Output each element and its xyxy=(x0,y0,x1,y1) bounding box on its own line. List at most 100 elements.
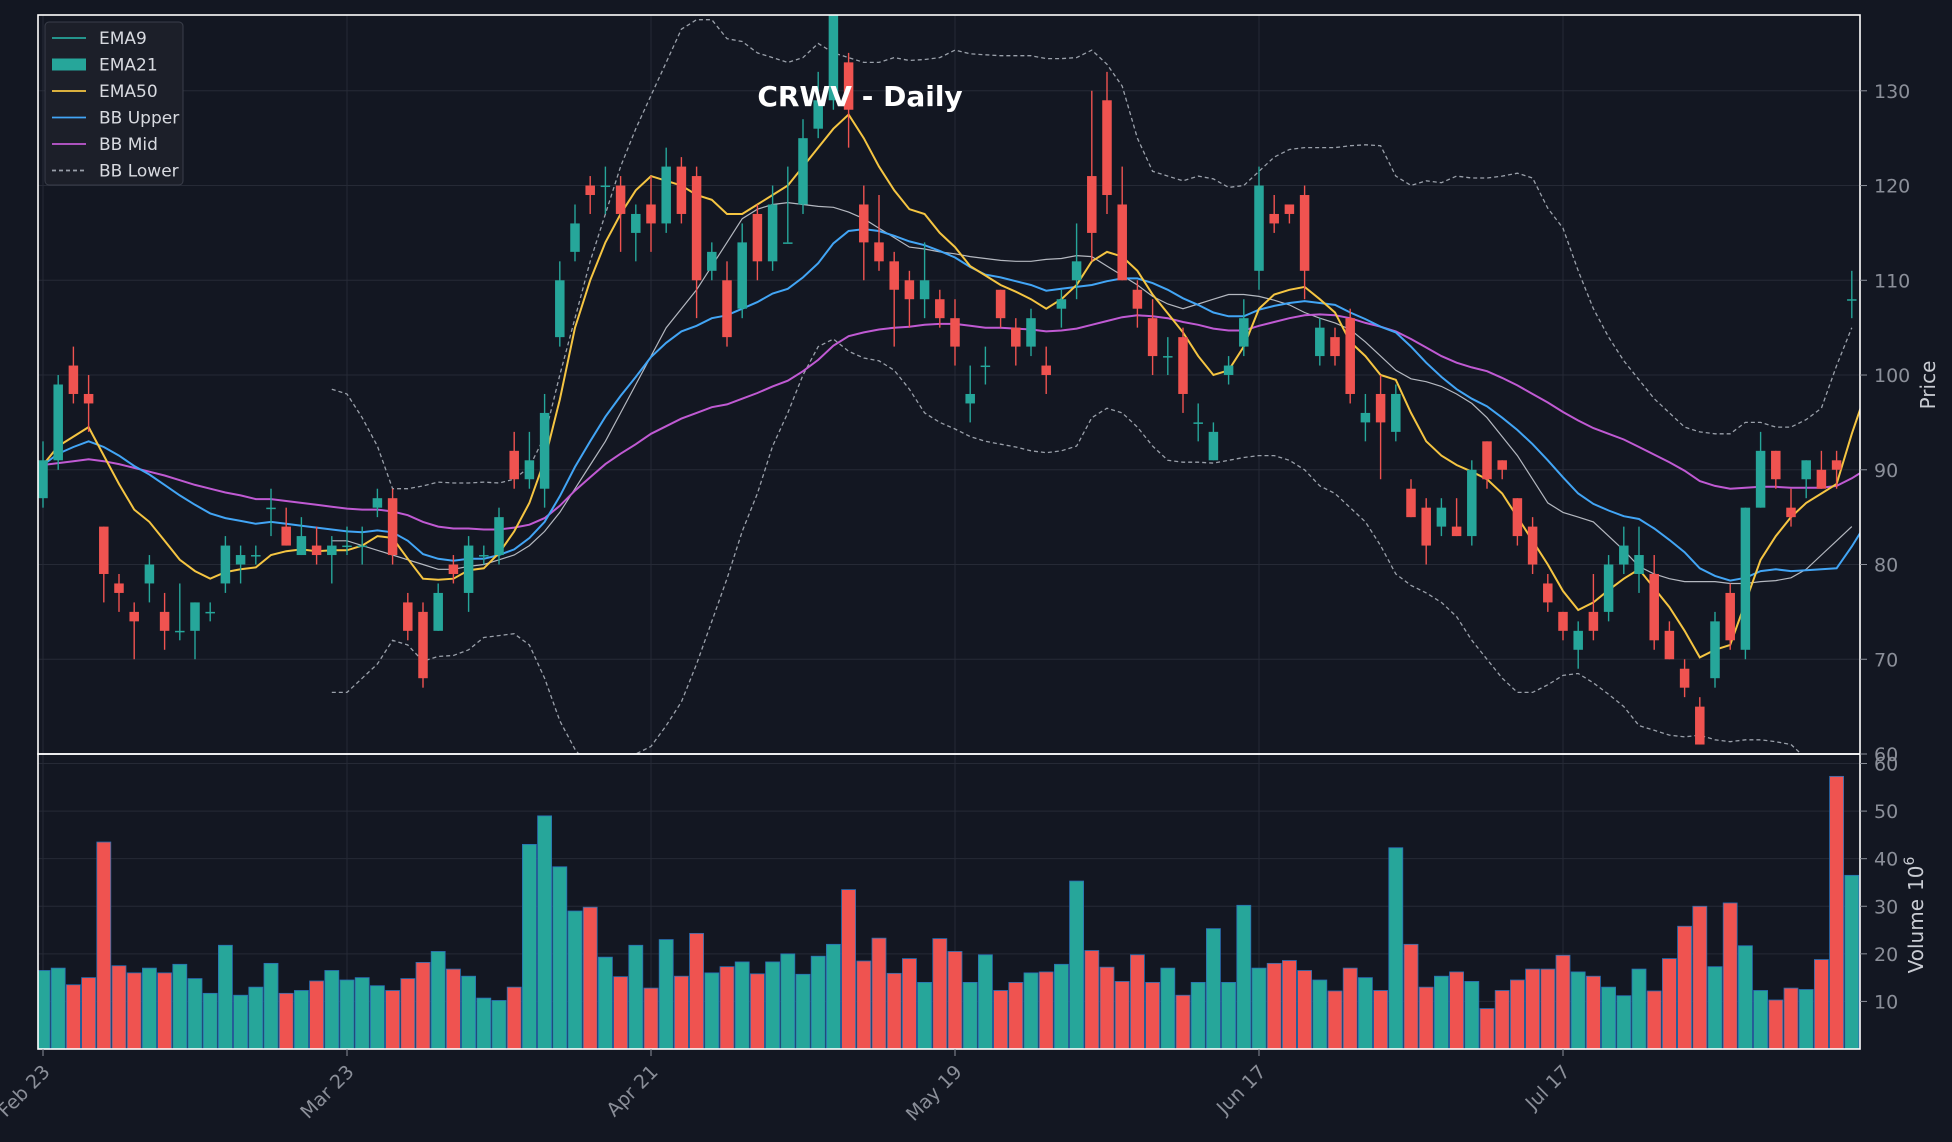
volume-bar xyxy=(111,965,127,1049)
chart-title: CRWV - Daily xyxy=(757,80,962,113)
volume-bar xyxy=(962,981,978,1049)
volume-bar xyxy=(1814,959,1829,1049)
volume-bar xyxy=(1206,928,1221,1049)
candle-body xyxy=(1482,441,1492,480)
volume-axis-unit: 10 xyxy=(1904,866,1928,891)
candle-body xyxy=(1603,564,1614,612)
volume-tick-label: 40 xyxy=(1874,849,1898,871)
volume-bar xyxy=(537,815,552,1049)
candle-body xyxy=(1467,469,1477,537)
volume-bar xyxy=(1601,986,1616,1049)
volume-bar xyxy=(339,979,355,1049)
candle-body xyxy=(631,213,641,233)
candle-body xyxy=(1421,507,1431,546)
volume-bar xyxy=(1084,950,1100,1049)
candle-body xyxy=(1512,498,1523,537)
candle-body xyxy=(1193,422,1203,424)
candle-body xyxy=(813,100,823,129)
candle-body xyxy=(266,507,276,510)
candle-body xyxy=(1831,460,1842,470)
volume-bar xyxy=(1707,966,1723,1049)
price-tick-label: 60 xyxy=(1874,744,1898,766)
volume-bar xyxy=(1251,967,1267,1049)
candle-body xyxy=(1710,621,1720,679)
candle-body xyxy=(1269,213,1279,224)
candle-body xyxy=(919,280,930,300)
volume-bar xyxy=(1266,962,1282,1049)
candle-body xyxy=(722,280,732,338)
legend-entry-label: EMA50 xyxy=(99,82,158,102)
candle-body xyxy=(114,583,124,593)
volume-bar xyxy=(1570,971,1586,1049)
candle-body xyxy=(1786,507,1796,518)
candle-body xyxy=(1619,545,1629,565)
candle-body xyxy=(1360,412,1371,423)
volume-bar xyxy=(582,906,598,1049)
gridlines xyxy=(38,15,1860,1049)
candle-body xyxy=(296,536,307,556)
volume-bar xyxy=(1768,999,1784,1049)
volume-bar xyxy=(1829,775,1844,1049)
volume-bar xyxy=(1586,975,1601,1049)
candle-body xyxy=(190,602,200,631)
candle-body xyxy=(99,526,109,574)
volume-bar xyxy=(674,975,689,1049)
volume-bar xyxy=(1540,968,1556,1049)
candle-body xyxy=(752,213,763,262)
volume-bar xyxy=(1312,979,1328,1049)
price-tick-label: 120 xyxy=(1874,176,1910,198)
candle-body xyxy=(1725,592,1735,641)
candle-body xyxy=(1664,630,1675,660)
candle-body xyxy=(1330,337,1340,357)
volume-bar xyxy=(552,866,568,1049)
volume-bar xyxy=(309,980,325,1049)
candle-body xyxy=(1102,100,1112,196)
candle-body xyxy=(220,545,231,584)
candle-body xyxy=(843,62,854,110)
volume-bar xyxy=(202,992,218,1049)
volume-bar xyxy=(248,986,264,1049)
volume-bar xyxy=(613,976,628,1049)
candle-body xyxy=(646,204,656,224)
volume-bar xyxy=(856,960,872,1049)
volume-bar xyxy=(947,951,963,1049)
volume-bar xyxy=(1449,971,1464,1049)
volume-bar xyxy=(263,962,279,1049)
candle-body xyxy=(1649,573,1659,641)
volume-bar xyxy=(141,967,157,1049)
candle-body xyxy=(691,176,702,281)
candle-body xyxy=(1573,630,1583,650)
candle-body xyxy=(1056,299,1067,309)
volume-bar xyxy=(1297,970,1312,1049)
candle-body xyxy=(1147,318,1158,357)
candle-body xyxy=(327,545,337,556)
volume-bar xyxy=(1069,880,1084,1049)
volume-bar xyxy=(217,944,233,1049)
volume-bar xyxy=(172,963,188,1049)
candle-body xyxy=(1695,706,1705,745)
volume-bar xyxy=(1464,981,1480,1049)
price-tick-label: 110 xyxy=(1874,270,1910,292)
candle-body xyxy=(737,242,747,309)
volume-bar xyxy=(810,955,826,1049)
candle-body xyxy=(995,289,1006,319)
candle-body xyxy=(585,185,595,196)
candle-body xyxy=(570,223,580,252)
candle-body xyxy=(1041,365,1051,376)
volume-bar xyxy=(917,981,932,1049)
candle-body xyxy=(1071,261,1082,281)
volume-bar xyxy=(445,968,461,1049)
candle-body xyxy=(1223,365,1234,376)
candle-body xyxy=(828,15,839,101)
price-tick-label: 70 xyxy=(1874,649,1898,671)
legend: EMA9 EMA21 EMA50 BB Upper BB Mid BB Lower xyxy=(44,21,184,186)
candle-body xyxy=(509,450,519,480)
volume-bar xyxy=(704,972,720,1049)
volume-bar xyxy=(567,910,583,1049)
volume-panel-frame xyxy=(37,753,1861,1050)
bb-upper-band xyxy=(331,19,1853,490)
volume-bar xyxy=(385,990,401,1049)
volume-bar xyxy=(476,997,492,1049)
volume-bar xyxy=(780,953,796,1049)
volume-bar xyxy=(157,972,173,1049)
